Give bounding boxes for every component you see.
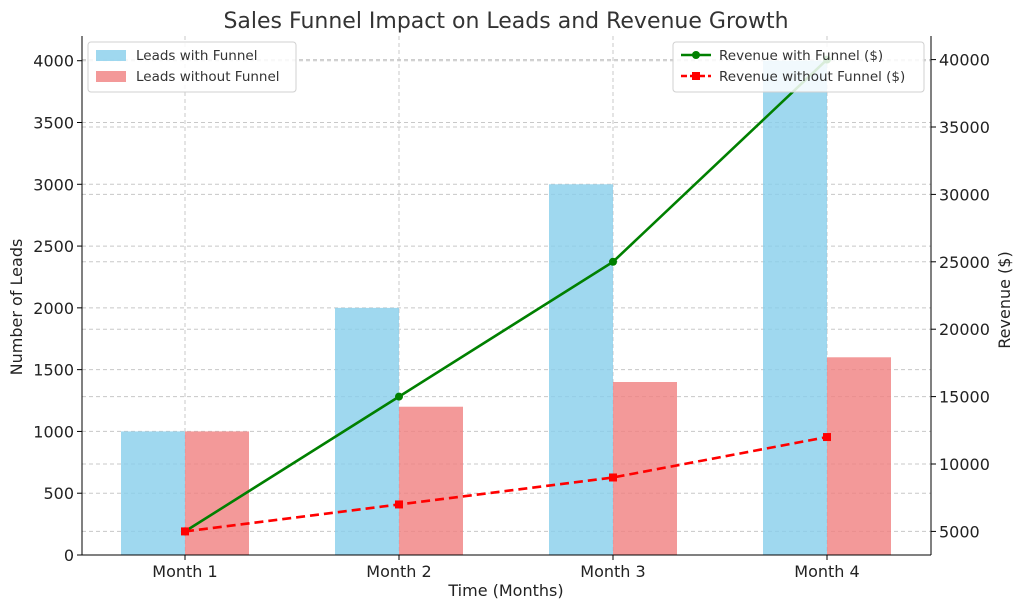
legend-label: Leads with Funnel	[136, 48, 257, 64]
y-tick-label-right: 10000	[939, 455, 990, 474]
legend-revenue: Revenue with Funnel ($) Revenue without F…	[672, 41, 925, 93]
y-tick-label-left: 3500	[33, 114, 74, 133]
legend-leads: Leads with Funnel Leads without Funnel	[87, 41, 297, 93]
x-tick-label: Month 3	[580, 562, 645, 581]
y-tick-label-left: 500	[43, 484, 74, 503]
line-point	[181, 527, 189, 536]
bar	[185, 431, 249, 555]
line-point	[395, 500, 403, 509]
y-axis-right-label: Revenue ($)	[995, 251, 1014, 348]
legend-marker	[692, 51, 700, 59]
y-tick-label-right: 15000	[939, 388, 990, 407]
legend-box	[87, 41, 297, 93]
y-tick-label-right: 30000	[939, 185, 990, 204]
y-tick-label-right: 20000	[939, 320, 990, 339]
lines	[181, 55, 831, 536]
legend-marker	[692, 72, 700, 80]
y-tick-label-left: 0	[64, 546, 74, 565]
legend-swatch	[96, 50, 126, 61]
series-line	[184, 435, 828, 533]
x-tick-label: Month 1	[152, 562, 217, 581]
series-line	[184, 58, 828, 533]
bar	[827, 357, 891, 555]
bar	[613, 382, 677, 555]
x-tick-label: Month 2	[366, 562, 431, 581]
x-tick-label: Month 4	[794, 562, 859, 581]
y-tick-label-right: 25000	[939, 253, 990, 272]
legend-label: Revenue with Funnel ($)	[719, 48, 883, 64]
y-tick-label-left: 2500	[33, 237, 74, 256]
line-point	[395, 392, 403, 401]
y-tick-label-left: 1000	[33, 422, 74, 441]
legend-label: Leads without Funnel	[136, 69, 280, 85]
line-point	[609, 257, 617, 266]
legend-label: Revenue without Funnel ($)	[719, 69, 905, 85]
y-tick-label-right: 40000	[939, 51, 990, 70]
line-point	[609, 473, 617, 482]
bar	[399, 406, 463, 555]
bar	[121, 431, 185, 555]
legend-box	[672, 41, 925, 93]
axes: 0 500 1000 1500 2000 2500 3000 3500 4000 5000 1000…	[33, 36, 990, 581]
y-axis-left-label: Number of Leads	[7, 239, 26, 376]
y-tick-label-left: 4000	[33, 52, 74, 71]
line-point	[823, 433, 831, 442]
bar	[549, 184, 613, 556]
y-tick-label-right: 35000	[939, 118, 990, 137]
legend-swatch	[96, 71, 126, 82]
y-tick-label-left: 1500	[33, 361, 74, 380]
y-tick-label-right: 5000	[939, 522, 980, 541]
y-tick-label-left: 2000	[33, 299, 74, 318]
x-axis-label: Time (Months)	[447, 581, 563, 600]
y-tick-label-left: 3000	[33, 175, 74, 194]
chart-title: Sales Funnel Impact on Leads and Revenue…	[223, 9, 788, 34]
bar	[763, 60, 827, 555]
